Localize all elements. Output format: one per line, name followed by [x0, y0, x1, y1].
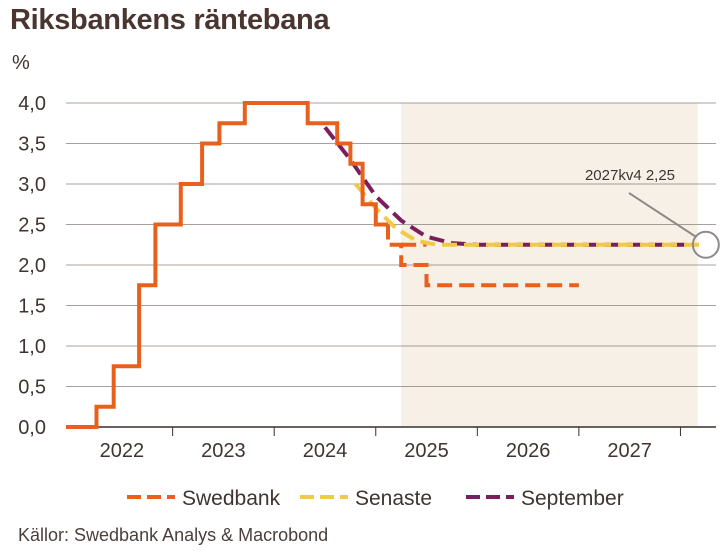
legend-label: Senaste: [355, 487, 432, 510]
annotation-leader: [628, 192, 697, 238]
x-tick-label: 2023: [201, 440, 246, 462]
series-line-swedbank: [386, 224, 579, 288]
x-tick-label: 2025: [404, 440, 449, 462]
x-tick-label: 2024: [303, 440, 348, 462]
y-tick-label: 1,0: [18, 336, 46, 358]
x-tick-label: 2022: [100, 440, 145, 462]
y-tick-label: 3,0: [18, 174, 46, 196]
y-tick-label: 2,0: [18, 255, 46, 277]
y-tick-label: 0,5: [18, 377, 46, 399]
y-tick-label: 2,5: [18, 215, 46, 237]
x-tick-label: 2026: [506, 440, 551, 462]
legend-label: Swedbank: [182, 487, 281, 510]
y-tick-label: 1,5: [18, 296, 46, 318]
annotation-circle: [691, 230, 720, 259]
legend-label: September: [521, 487, 624, 510]
series-line-swedbank: [66, 101, 388, 429]
annotation-label: 2027kv4 2,25: [585, 167, 675, 184]
y-axis-unit: %: [12, 52, 30, 74]
y-tick-label: 3,5: [18, 134, 46, 156]
y-tick-label: 4,0: [18, 93, 46, 115]
y-tick-label: 0,0: [18, 417, 46, 439]
x-tick-label: 2027: [607, 440, 652, 462]
chart-title: Riksbankens räntebana: [10, 4, 330, 36]
source-note: Källor: Swedbank Analys & Macrobond: [18, 525, 329, 545]
